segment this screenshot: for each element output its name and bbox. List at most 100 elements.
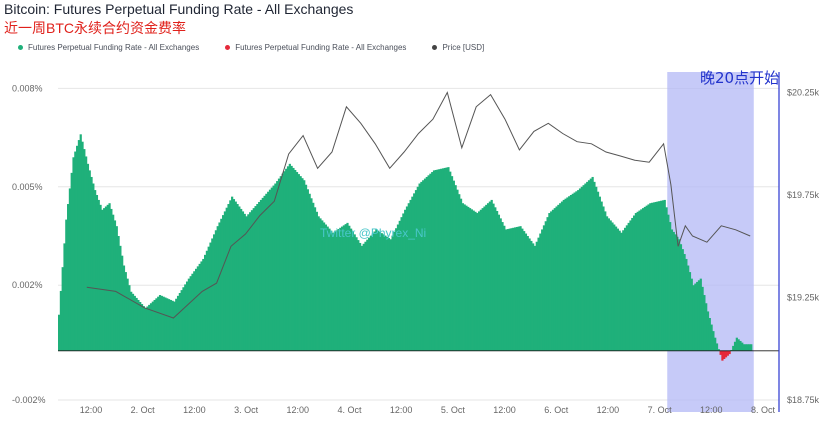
funding-bar-positive [344, 224, 347, 351]
x-tick-label: 7. Oct [648, 405, 673, 415]
funding-bar-positive [97, 199, 100, 351]
funding-bar-positive [106, 204, 109, 351]
funding-bar-positive [315, 211, 318, 351]
funding-bar-negative [728, 350, 731, 355]
funding-bar-positive [620, 232, 623, 351]
funding-bar-positive [198, 263, 201, 351]
x-tick-label: 12:00 [287, 405, 310, 415]
funding-bar-positive [86, 163, 90, 351]
funding-bar-positive [101, 209, 104, 351]
funding-bar-positive [200, 261, 203, 351]
funding-bar-positive [70, 172, 73, 351]
funding-bar-positive [436, 169, 439, 351]
legend-label: Futures Perpetual Funding Rate - All Exc… [235, 43, 407, 52]
funding-bar-positive [393, 231, 396, 351]
funding-bar-positive [441, 168, 445, 351]
funding-bar-positive [438, 169, 441, 351]
funding-bar-positive [678, 239, 681, 351]
funding-bar-positive [313, 207, 317, 351]
funding-bar-positive [589, 178, 592, 351]
funding-bar-positive [409, 199, 412, 351]
funding-bar-positive [331, 232, 335, 351]
funding-bar-positive [512, 227, 515, 351]
funding-bar-positive [149, 303, 153, 351]
funding-bar-positive [122, 265, 126, 351]
funding-bar-positive [276, 181, 279, 351]
funding-bar-positive [733, 341, 737, 351]
y-left-tick-label: 0.008% [12, 83, 43, 93]
funding-bar-positive [258, 201, 261, 351]
funding-bar-positive [631, 217, 634, 351]
funding-bar-positive [294, 169, 297, 351]
funding-bar-positive [701, 286, 704, 351]
funding-bar-positive [194, 268, 198, 351]
y-left-tick-label: -0.002% [12, 395, 46, 405]
y-axis-left: 0.008% 0.005% 0.002% -0.002% [12, 83, 46, 405]
funding-bar-positive [157, 296, 160, 351]
funding-bar-positive [710, 324, 713, 351]
funding-bar-positive [445, 167, 448, 351]
funding-bar-positive [83, 149, 86, 351]
funding-bar-positive [497, 214, 501, 351]
funding-bar-positive [301, 178, 304, 351]
funding-bar-positive [461, 203, 464, 351]
funding-bar-positive [465, 205, 468, 351]
funding-bar-positive [382, 234, 385, 351]
funding-bar-positive [340, 226, 344, 351]
funding-bar-positive [477, 211, 481, 351]
x-tick-label: 4. Oct [337, 405, 362, 415]
funding-bar-positive [137, 299, 140, 351]
funding-bar-positive [373, 231, 376, 351]
funding-bar-positive [303, 180, 306, 351]
funding-bar-positive [119, 245, 122, 351]
funding-bar-positive [514, 227, 517, 351]
funding-bar-positive [218, 222, 221, 351]
legend-item-funding-rate-positive[interactable]: Futures Perpetual Funding Rate - All Exc… [18, 43, 199, 52]
funding-bar-positive [274, 183, 277, 351]
funding-bar-positive [371, 233, 374, 351]
funding-bar-positive [229, 200, 232, 351]
funding-bar-positive [492, 203, 495, 351]
legend-item-price[interactable]: Price [USD] [432, 43, 484, 52]
funding-bar-positive [268, 189, 272, 351]
funding-bar-positive [191, 273, 194, 351]
funding-bar-positive [407, 203, 410, 351]
funding-bar-positive [247, 214, 250, 351]
funding-bar-positive [322, 222, 326, 351]
legend-dot-green [18, 45, 23, 50]
funding-bar-positive [593, 181, 596, 351]
funding-bar-positive [488, 201, 491, 351]
funding-bar-positive [714, 337, 717, 351]
funding-bar-positive [178, 292, 181, 351]
funding-bar-positive [158, 295, 162, 351]
funding-bar-positive [510, 228, 513, 351]
funding-bar-positive [166, 298, 169, 351]
funding-bar-positive [607, 218, 610, 351]
funding-bar-positive [121, 255, 124, 351]
funding-bar-positive [67, 204, 70, 351]
funding-bar-positive [676, 236, 679, 351]
legend-item-funding-rate-negative[interactable]: Futures Perpetual Funding Rate - All Exc… [225, 43, 406, 52]
funding-bar-positive [312, 202, 315, 351]
funding-bar-negative [724, 350, 728, 358]
funding-bar-positive [368, 237, 371, 351]
funding-bar-negative [723, 350, 726, 359]
funding-bar-positive [85, 156, 88, 351]
funding-bar-positive [551, 209, 555, 351]
funding-bar-positive [292, 167, 295, 351]
funding-bar-positive [517, 226, 520, 351]
funding-bar-positive [265, 193, 268, 351]
funding-bar-positive [548, 213, 551, 351]
funding-bar-positive [384, 235, 387, 351]
funding-bar-positive [706, 311, 710, 351]
funding-bar-positive [153, 299, 156, 351]
funding-bar-positive [395, 228, 398, 351]
funding-bar-positive [290, 165, 293, 351]
funding-bar-positive [741, 342, 744, 351]
funding-bar-positive [346, 222, 349, 351]
funding-bar-positive [715, 343, 719, 351]
funding-bar-positive [604, 211, 607, 351]
funding-bar-positive [413, 193, 416, 351]
funding-bar-positive [180, 290, 183, 351]
funding-bar-positive [685, 258, 688, 351]
